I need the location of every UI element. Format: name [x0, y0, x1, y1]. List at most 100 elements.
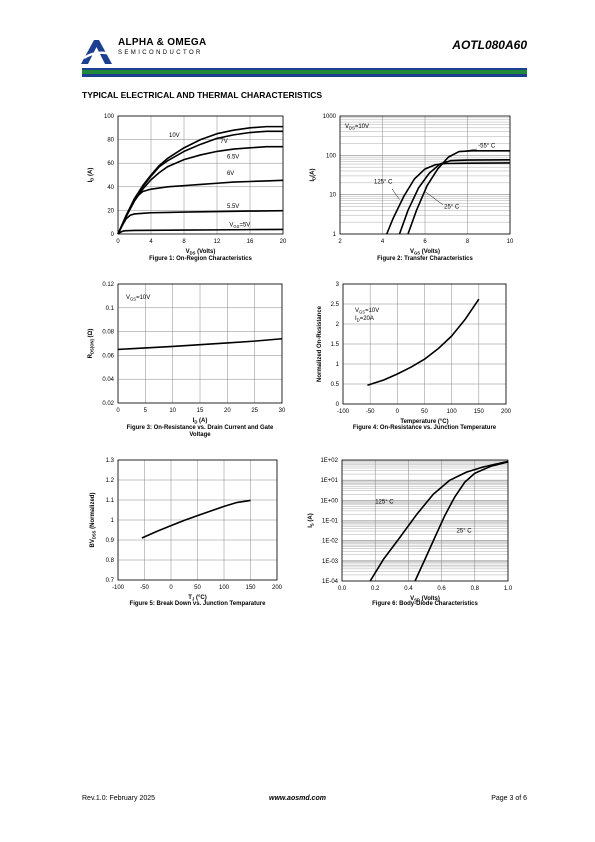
- figure-caption: Figure 3: On-Resistance vs. Drain Curren…: [127, 425, 274, 431]
- x-tick-label: 5: [144, 408, 148, 414]
- brand-name: ALPHA & OMEGA: [118, 37, 207, 48]
- chart-fig4: -100 -50 0 50 100 150 200 0 0.5 1 1.5 2 2.5 3 Figure 4…: [317, 282, 512, 431]
- grid: [117, 115, 284, 235]
- chart-fig1: 0 4 8 12 16 20 0 20 40 60 80 100 Figure 1: On-Region…: [88, 114, 287, 262]
- x-axis-label: Temperature (°C): [400, 419, 448, 425]
- series-line: [117, 179, 284, 235]
- y-tick-label: 1: [336, 362, 340, 368]
- section-title: TYPICAL ELECTRICAL AND THERMAL CHARACTER…: [82, 90, 323, 100]
- figure-caption: Voltage: [189, 432, 211, 438]
- y-tick-label: 1000: [323, 114, 337, 120]
- footer-revision: Rev.1.0: February 2025: [82, 795, 156, 802]
- series-line: [414, 461, 509, 582]
- label-leader: [424, 191, 444, 206]
- y-tick-label: 0: [111, 232, 115, 238]
- y-tick-label: 0.8: [106, 558, 115, 564]
- annotation: ID=20A: [355, 316, 374, 323]
- brand-subtitle: SEMICONDUCTOR: [118, 50, 203, 56]
- y-tick-label: 1E+01: [320, 478, 338, 484]
- y-tick-label: 1: [111, 518, 115, 524]
- y-tick-label: 1E+02: [320, 458, 338, 464]
- company-logo-icon: [81, 40, 112, 64]
- x-tick-label: 200: [272, 585, 283, 591]
- curve-label: 125° C: [374, 180, 393, 186]
- x-tick-label: 50: [194, 585, 201, 591]
- curve-label: 5.5V: [227, 204, 239, 210]
- footer-website[interactable]: www.aosmd.com: [269, 795, 326, 802]
- y-tick-label: 10: [329, 193, 336, 199]
- x-tick-label: 12: [214, 239, 221, 245]
- y-tick-label: 100: [104, 114, 115, 120]
- chart-fig6: 0.0 0.2 0.4 0.6 0.8 1.0 1E-04 1E-03 1E-02 1E-01 1E…: [308, 458, 513, 607]
- curve-label: 125° C: [375, 499, 394, 505]
- grid: [342, 283, 507, 405]
- y-tick-label: 1E-04: [322, 579, 339, 585]
- x-tick-label: 4: [381, 239, 385, 245]
- figure-caption: Figure 4: On-Resistance vs. Junction Tem…: [353, 425, 497, 431]
- y-tick-label: 1E-02: [322, 539, 339, 545]
- x-tick-label: 15: [197, 408, 204, 414]
- plot-frame: [117, 115, 284, 235]
- x-tick-label: -50: [366, 409, 375, 415]
- y-tick-label: 1.5: [331, 342, 340, 348]
- x-tick-label: 100: [219, 585, 230, 591]
- chart-fig5: -100 -50 0 50 100 150 200 0.7 0.8 0.9 1 1.1 1.2 1.3 Fi…: [90, 458, 283, 607]
- y-tick-label: 0.02: [102, 401, 114, 407]
- series-line: [369, 460, 509, 582]
- figure-caption: Figure 5: Break Down vs. Junction Tempar…: [130, 601, 267, 607]
- y-tick-label: 0.08: [102, 330, 114, 336]
- x-tick-label: -100: [337, 409, 350, 415]
- x-axis-label: ID (A): [193, 418, 208, 425]
- x-tick-label: 20: [224, 408, 231, 414]
- x-tick-label: 0: [396, 409, 400, 415]
- footer-page: Page 3 of 6: [491, 795, 527, 802]
- y-tick-label: 1.3: [106, 458, 115, 464]
- y-tick-label: 0: [336, 402, 340, 408]
- series-line: [117, 125, 283, 235]
- curve-label: 25° C: [444, 204, 460, 210]
- x-tick-label: 0: [116, 239, 120, 245]
- curve-label: 10V: [169, 133, 180, 139]
- grid: [117, 283, 283, 404]
- grid: [339, 116, 511, 235]
- series-line: [398, 159, 511, 235]
- x-tick-label: 0.6: [437, 586, 446, 592]
- x-tick-label: 0.0: [338, 586, 347, 592]
- plot-frame: [339, 115, 511, 235]
- x-tick-label: 0.2: [371, 586, 380, 592]
- x-axis-label: VDS (Volts): [186, 249, 216, 256]
- x-tick-label: 30: [279, 408, 286, 414]
- y-tick-label: 0.06: [102, 353, 114, 359]
- series-line: [141, 499, 251, 539]
- chart-fig3: 0 5 10 15 20 25 30 0.02 0.04 0.06 0.08 0.1 0.12 Figur…: [88, 282, 286, 438]
- x-tick-label: 0: [169, 585, 173, 591]
- figure-caption: Figure 1: On-Region Characteristics: [149, 256, 252, 262]
- series-line: [117, 209, 284, 235]
- x-tick-label: 1.0: [504, 586, 513, 592]
- y-tick-label: 80: [107, 138, 114, 144]
- plot-frame: [341, 459, 509, 582]
- header-bar-middle: [82, 70, 527, 74]
- curve-label: 6.5V: [227, 154, 239, 160]
- plot-frame: [117, 283, 283, 404]
- annotation: VGS=10V: [355, 308, 379, 315]
- x-tick-label: 10: [169, 408, 176, 414]
- x-tick-label: 8: [182, 239, 186, 245]
- curve-label: 7V: [220, 139, 227, 145]
- y-tick-label: 1.2: [106, 478, 115, 484]
- y-tick-label: 1.1: [106, 498, 115, 504]
- series-line: [117, 228, 284, 235]
- figure-caption: Figure 2: Transfer Characteristics: [377, 256, 473, 262]
- curve-label: VGS=5V: [229, 222, 250, 229]
- curve-label: 25° C: [457, 529, 473, 535]
- x-tick-label: 0: [116, 408, 120, 414]
- header-bar-bottom: [82, 74, 527, 77]
- x-tick-label: 150: [245, 585, 256, 591]
- x-tick-label: 0.8: [471, 586, 480, 592]
- x-tick-label: 100: [447, 409, 458, 415]
- y-tick-label: 1: [333, 232, 337, 238]
- plot-frame: [117, 459, 278, 581]
- y-axis-label: ID (A): [88, 168, 95, 183]
- x-tick-label: 25: [251, 408, 258, 414]
- x-tick-label: 2: [338, 239, 342, 245]
